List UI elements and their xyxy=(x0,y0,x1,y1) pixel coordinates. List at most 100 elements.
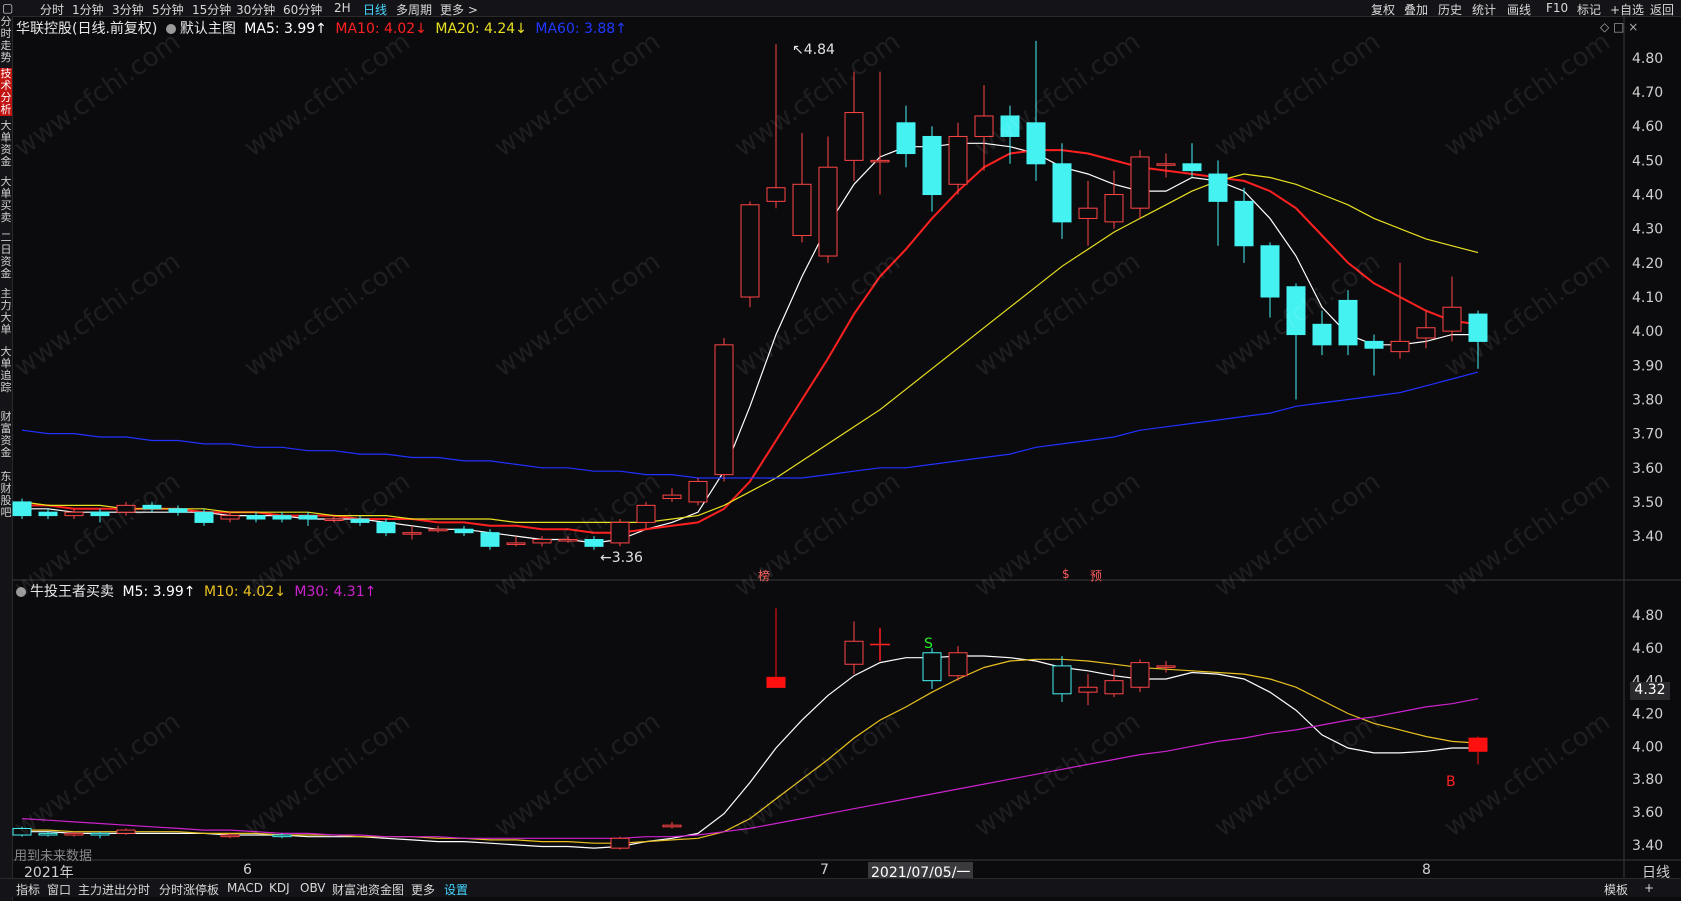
side-tab-7[interactable]: 财富资金 xyxy=(0,411,12,459)
y-tick-label: 3.80 xyxy=(1632,772,1663,788)
template-dropdown-icon[interactable] xyxy=(165,24,176,34)
candle-body xyxy=(688,480,708,503)
candle-body xyxy=(532,539,552,544)
period-item-4[interactable]: 15分钟 xyxy=(192,3,232,17)
period-item-6[interactable]: 60分钟 xyxy=(283,3,323,17)
candle-body xyxy=(1312,323,1332,346)
dollar-tag[interactable]: $ xyxy=(1062,567,1070,581)
y-tick-label: 4.20 xyxy=(1632,256,1663,272)
x-axis-year: 2021年 xyxy=(24,865,74,881)
stats-button[interactable]: 统计 xyxy=(1472,3,1497,17)
y-tick-label: 4.50 xyxy=(1632,153,1663,169)
indicator-tab-2[interactable]: 主力进出分时 xyxy=(78,883,151,897)
period-item-more[interactable]: 更多 > xyxy=(440,3,478,17)
side-tab-6[interactable]: 大单追踪 xyxy=(0,346,12,394)
candle-body xyxy=(792,183,812,237)
adjust-button[interactable]: 复权 xyxy=(1371,3,1396,17)
ma10-line xyxy=(22,149,1479,534)
indicator-tab-settings[interactable]: 设置 xyxy=(444,883,469,897)
signal-body xyxy=(1104,680,1124,695)
y-tick-label: 4.10 xyxy=(1632,290,1663,306)
period-item-5[interactable]: 30分钟 xyxy=(236,3,276,17)
panel-control-icons[interactable]: ◇ □ × xyxy=(1600,20,1639,34)
indicator-tab-8[interactable]: 更多 xyxy=(411,883,436,897)
candle-body xyxy=(1078,207,1098,219)
back-button[interactable]: 返回 xyxy=(1650,3,1675,17)
low-price-annotation: ←3.36 xyxy=(600,550,643,566)
m10-label: M10: 4.02↓ xyxy=(203,584,286,600)
side-tab-3[interactable]: 大单买卖 xyxy=(0,176,12,224)
candle-body xyxy=(922,135,942,196)
indicator-toolbar: 指标 窗口 主力进出分时 分时涨停板 MACD KDJ OBV 财富池资金图 更… xyxy=(0,878,1681,897)
side-tab-4[interactable]: 二日资金 xyxy=(0,232,12,280)
window-icon[interactable]: ▢ xyxy=(2,1,14,15)
indicator-tab-6[interactable]: OBV xyxy=(300,881,326,895)
period-item-multi[interactable]: 多周期 xyxy=(396,3,433,17)
side-tab-8[interactable]: 东财股吧 xyxy=(0,471,12,519)
candle-body xyxy=(896,122,916,155)
signal-body xyxy=(272,834,292,838)
indicator-tab-3[interactable]: 分时涨停板 xyxy=(159,883,220,897)
draw-button[interactable]: 画线 xyxy=(1507,3,1532,17)
candle-body xyxy=(324,518,344,522)
period-item-0[interactable]: 分时 xyxy=(40,3,65,17)
crosshair-date: 2021/07/05/一 xyxy=(868,862,974,882)
candle-body xyxy=(116,504,136,513)
candle-body xyxy=(1000,115,1020,137)
candle-body xyxy=(402,532,422,535)
candle-body xyxy=(818,166,838,257)
y-tick-label: 4.70 xyxy=(1632,85,1663,101)
indicator-dropdown-icon[interactable] xyxy=(16,587,26,597)
mark-button[interactable]: 标记 xyxy=(1577,3,1602,17)
period-item-daily[interactable]: 日线 xyxy=(363,3,388,17)
candle-body xyxy=(12,501,32,517)
side-tab-0[interactable]: 分时走势 xyxy=(0,16,12,64)
side-tab-2[interactable]: 大单资金 xyxy=(0,120,12,168)
indicator-tab-5[interactable]: KDJ xyxy=(269,881,290,895)
y-tick-label: 3.40 xyxy=(1632,838,1663,854)
candle-body xyxy=(1390,340,1410,353)
history-button[interactable]: 历史 xyxy=(1438,3,1463,17)
period-item-7[interactable]: 2H xyxy=(334,1,351,15)
indicator-title[interactable]: 牛投王者买卖 xyxy=(30,584,114,600)
candle-body xyxy=(1104,194,1124,223)
f10-button[interactable]: F10 xyxy=(1546,1,1569,15)
y-tick-label: 4.30 xyxy=(1632,222,1663,238)
add-watchlist-button[interactable]: +自选 xyxy=(1610,3,1645,17)
period-item-2[interactable]: 3分钟 xyxy=(112,3,144,17)
side-tab-5[interactable]: 主力大单 xyxy=(0,288,12,336)
y-tick-label: 4.20 xyxy=(1632,707,1663,723)
candle-body xyxy=(870,159,890,163)
side-tab-1[interactable]: 技术分析 xyxy=(0,68,12,116)
overlay-button[interactable]: 叠加 xyxy=(1404,3,1429,17)
y-tick-label: 3.80 xyxy=(1632,392,1663,408)
ma60-line xyxy=(21,371,1479,479)
sell-signal: S xyxy=(924,636,933,652)
period-item-1[interactable]: 1分钟 xyxy=(72,3,104,17)
candle-body xyxy=(376,521,396,534)
m5-label: M5: 3.99↑ xyxy=(122,584,196,600)
m10-line xyxy=(22,658,1479,844)
rank-tag[interactable]: 榜 xyxy=(758,569,771,583)
template-button[interactable]: 模板 xyxy=(1604,883,1629,897)
ma60-label: MA60: 3.88↑ xyxy=(535,21,627,37)
candle-body xyxy=(168,508,188,513)
y-tick-label: 3.90 xyxy=(1632,358,1663,374)
add-panel-button[interactable]: + xyxy=(1644,881,1655,895)
indicator-tab-1[interactable]: 窗口 xyxy=(47,883,72,897)
indicator-tab-7[interactable]: 财富池资金图 xyxy=(332,883,405,897)
indicator-tab-4[interactable]: MACD xyxy=(227,881,263,895)
period-item-3[interactable]: 5分钟 xyxy=(152,3,184,17)
signal-body xyxy=(844,640,864,665)
y-tick-label: 3.50 xyxy=(1632,495,1663,511)
signal-body xyxy=(90,832,110,836)
candle-body xyxy=(844,112,864,161)
candle-body xyxy=(1260,245,1280,298)
signal-body xyxy=(1078,686,1098,693)
indicator-tab-0[interactable]: 指标 xyxy=(16,883,41,897)
template-label[interactable]: 默认主图 xyxy=(179,21,236,37)
forecast-tag[interactable]: 预 xyxy=(1090,569,1103,583)
candle-body xyxy=(220,515,240,520)
candle-body xyxy=(1442,306,1462,332)
